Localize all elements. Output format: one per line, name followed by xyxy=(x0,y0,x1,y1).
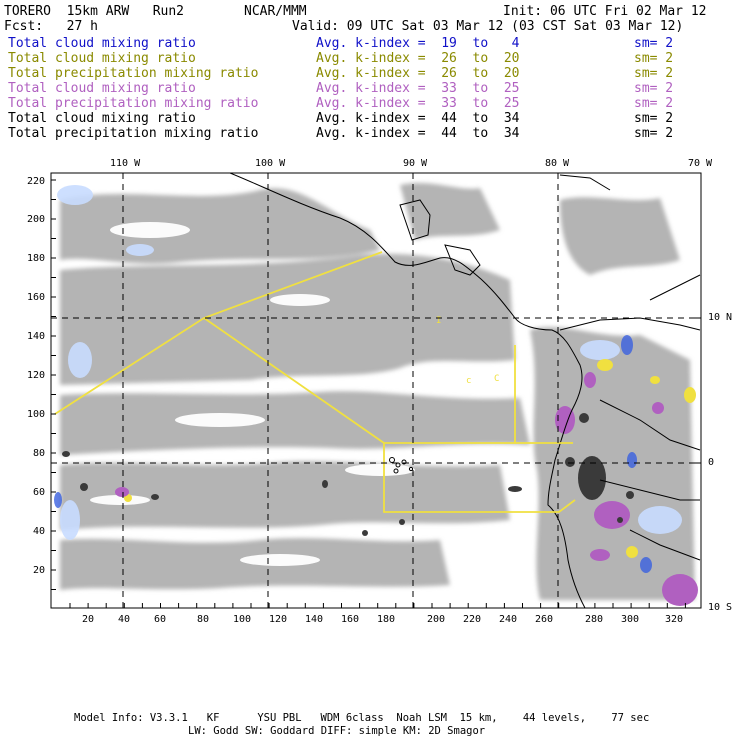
lat-label-10s: 10 S xyxy=(708,602,733,613)
lat-label-0: 0 xyxy=(708,457,715,468)
init-time: Init: 06 UTC Fri 02 Mar 12 xyxy=(503,4,707,19)
legend-range-5: Avg. k-index = 33 to 25 xyxy=(316,96,520,111)
lon-label-110w: 110 W xyxy=(110,158,141,169)
x-tick-label: 80 xyxy=(197,614,210,625)
x-tick-label: 280 xyxy=(585,614,604,625)
forecast-hour: Fcst: 27 h xyxy=(4,19,98,34)
legend-sm-2: sm= 2 xyxy=(634,51,674,66)
legend-range-3: Avg. k-index = 26 to 20 xyxy=(316,66,520,81)
model-info: Model Info: V3.3.1 KF YSU PBL WDM 6class… xyxy=(74,712,650,724)
y-tick-label: 140 xyxy=(27,331,46,342)
physics-info: LW: Godd SW: Goddard DIFF: simple KM: 2D… xyxy=(188,725,486,737)
x-tick-label: 180 xyxy=(377,614,396,625)
y-tick-label: 20 xyxy=(33,565,46,576)
y-tick-label: 200 xyxy=(27,214,46,225)
svg-text:c: c xyxy=(466,376,471,386)
lon-label-70w: 70 W xyxy=(688,158,713,169)
x-tick-label: 100 xyxy=(233,614,252,625)
legend-field-5: Total precipitation mixing ratio xyxy=(8,96,259,111)
svg-text:I: I xyxy=(436,316,441,326)
y-tick-label: 60 xyxy=(33,487,46,498)
axis-ticks xyxy=(51,173,701,608)
y-tick-label: 40 xyxy=(33,526,46,537)
lon-label-100w: 100 W xyxy=(255,158,286,169)
y-tick-label: 120 xyxy=(27,370,46,381)
legend-sm-1: sm= 2 xyxy=(634,36,674,51)
x-tick-label: 300 xyxy=(621,614,640,625)
x-tick-label: 320 xyxy=(665,614,684,625)
coastline xyxy=(229,173,701,608)
legend-sm-7: sm= 2 xyxy=(634,126,674,141)
legend-field-2: Total cloud mixing ratio xyxy=(8,51,196,66)
map-frame xyxy=(50,172,702,609)
lon-label-90w: 90 W xyxy=(403,158,428,169)
lon-label-80w: 80 W xyxy=(545,158,570,169)
legend-field-1: Total cloud mixing ratio xyxy=(8,36,196,51)
flight-track xyxy=(54,251,576,513)
valid-time: Valid: 09 UTC Sat 03 Mar 12 (03 CST Sat … xyxy=(292,19,684,34)
legend-field-3: Total precipitation mixing ratio xyxy=(8,66,259,81)
legend-sm-3: sm= 2 xyxy=(634,66,674,81)
model-title: TORERO 15km ARW Run2 xyxy=(4,4,185,19)
y-tick-label: 180 xyxy=(27,253,46,264)
cloud-field: I c C xyxy=(51,173,701,608)
legend-field-6: Total cloud mixing ratio xyxy=(8,111,196,126)
svg-text:C: C xyxy=(494,374,499,384)
legend-field-7: Total precipitation mixing ratio xyxy=(8,126,259,141)
y-tick-label: 220 xyxy=(27,176,46,187)
legend-sm-4: sm= 2 xyxy=(634,81,674,96)
x-tick-label: 40 xyxy=(118,614,131,625)
legend-sm-6: sm= 2 xyxy=(634,111,674,126)
legend-range-6: Avg. k-index = 44 to 34 xyxy=(316,111,520,126)
x-tick-label: 240 xyxy=(499,614,518,625)
legend-sm-5: sm= 2 xyxy=(634,96,674,111)
organization: NCAR/MMM xyxy=(244,4,307,19)
y-tick-label: 160 xyxy=(27,292,46,303)
x-tick-label: 160 xyxy=(341,614,360,625)
legend-field-4: Total cloud mixing ratio xyxy=(8,81,196,96)
y-tick-label: 80 xyxy=(33,448,46,459)
legend-range-7: Avg. k-index = 44 to 34 xyxy=(316,126,520,141)
lat-label-10n: 10 N xyxy=(708,312,733,323)
x-tick-label: 120 xyxy=(269,614,288,625)
y-tick-label: 100 xyxy=(27,409,46,420)
x-tick-label: 140 xyxy=(305,614,324,625)
x-tick-label: 220 xyxy=(463,614,482,625)
x-tick-label: 200 xyxy=(427,614,446,625)
legend-range-4: Avg. k-index = 33 to 25 xyxy=(316,81,520,96)
x-tick-label: 20 xyxy=(82,614,95,625)
x-tick-label: 60 xyxy=(154,614,167,625)
x-tick-label: 260 xyxy=(535,614,554,625)
lat-lon-grid xyxy=(51,173,701,608)
legend-range-2: Avg. k-index = 26 to 20 xyxy=(316,51,520,66)
legend-range-1: Avg. k-index = 19 to 4 xyxy=(316,36,520,51)
